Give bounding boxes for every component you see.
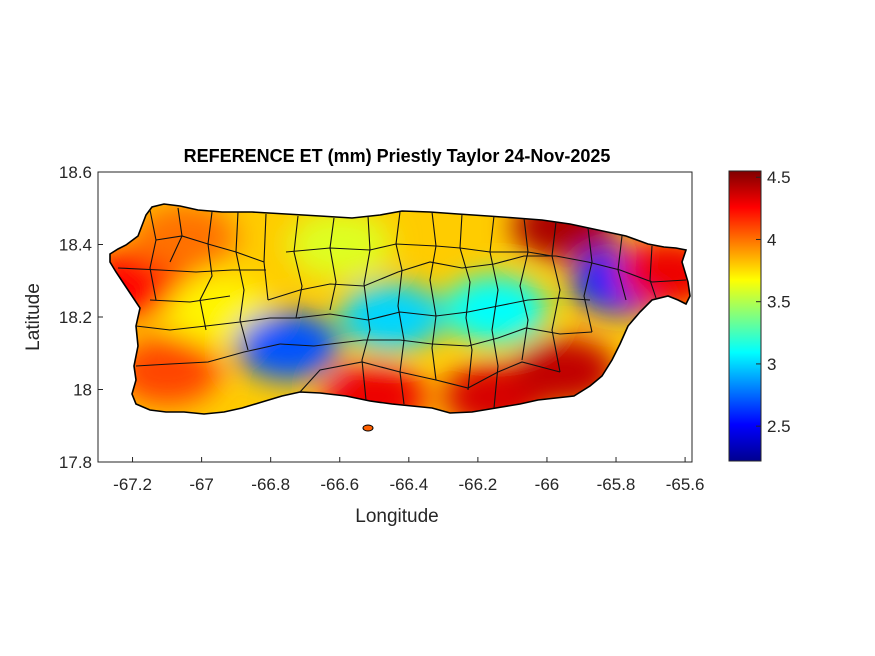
colorbar-tick-label: 2.5 [767,417,791,436]
colorbar-tick-label: 4 [767,230,776,249]
x-tick-label: -66 [535,475,560,494]
x-tick-label: -65.6 [666,475,705,494]
x-tick-label: -66.4 [389,475,428,494]
y-axis-label: Latitude [23,283,44,351]
islet [362,424,374,432]
x-axis: -67.2 -67 -66.8 -66.6 -66.4 -66.2 -66 -65.8 -65.… [113,457,704,494]
x-tick-label: -65.8 [597,475,636,494]
y-tick-label: 18.6 [59,163,92,182]
x-tick-label: -67.2 [113,475,152,494]
et-region-3 [166,275,271,344]
et-region-13 [615,239,690,308]
et-region-2 [115,337,220,406]
y-tick-label: 17.8 [59,453,92,472]
x-axis-label: Longitude [355,506,438,527]
et-region-5 [287,210,392,279]
colorbar [728,170,762,462]
chart-title: REFERENCE ET (mm) Priestly Taylor 24-Nov… [184,146,611,166]
colorbar-tick-label: 3.5 [767,293,791,312]
y-tick-label: 18 [73,381,92,400]
y-tick-label: 18.4 [59,236,92,255]
et-region-4 [235,312,340,380]
colorbar-tick-label: 3 [767,355,776,374]
municipality-borders [117,207,687,409]
x-tick-label: -66.6 [320,475,359,494]
colorbar-tick-label: 4.5 [767,168,791,187]
x-tick-label: -67 [189,475,214,494]
y-axis: 17.8 18 18.2 18.4 18.6 [59,163,103,472]
x-tick-label: -66.8 [251,475,290,494]
colorbar-ticks: 2.5 3 3.5 4 4.5 [756,168,791,436]
x-tick-label: -66.2 [459,475,498,494]
y-tick-label: 18.2 [59,308,92,327]
